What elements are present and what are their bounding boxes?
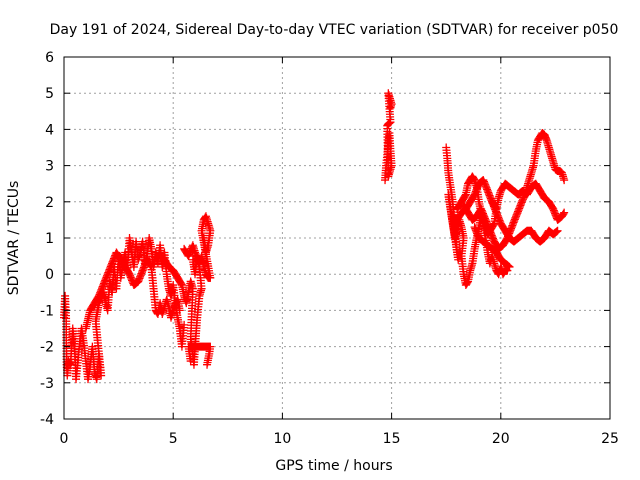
y-tick-label: 6 [45,50,54,66]
data-point [180,320,189,329]
data-point [386,103,395,112]
x-tick-label: 10 [273,431,291,447]
data-point [463,278,472,287]
y-tick-label: -3 [40,376,54,392]
data-point [492,205,501,214]
data-point [175,306,184,315]
x-tick-label: 25 [601,431,619,447]
data-point [177,279,186,288]
y-tick-label: 1 [45,231,54,247]
x-tick-label: 5 [169,431,178,447]
y-tick-label: -2 [40,340,54,356]
y-tick-label: 5 [45,86,54,102]
x-axis-label: GPS time / hours [275,458,392,474]
data-points [60,89,569,384]
data-point [461,191,470,200]
data-point [505,262,514,271]
y-tick-label: 0 [45,267,54,283]
y-axis-label: SDTVAR / TECUs [6,181,22,296]
y-tick-label: 4 [45,122,54,138]
y-tick-label: 2 [45,195,54,211]
data-point [559,209,568,218]
axes: 0 5 10 15 20 25 -4 -3 -2 -1 0 1 2 3 4 5 6 [40,50,619,447]
x-tick-label: 15 [383,431,401,447]
data-point [560,176,569,185]
data-point [560,208,569,217]
data-point [186,357,195,366]
y-tick-label: -4 [40,412,54,428]
y-tick-label: -1 [40,303,54,319]
data-point [553,226,562,235]
y-tick-label: 3 [45,159,54,175]
x-tick-label: 20 [492,431,510,447]
data-point [199,234,208,242]
data-point [491,203,500,212]
x-tick-label: 0 [60,431,69,447]
data-point [65,359,74,368]
data-point [146,261,155,270]
chart-title: Day 191 of 2024, Sidereal Day-to-day VTE… [50,22,619,38]
